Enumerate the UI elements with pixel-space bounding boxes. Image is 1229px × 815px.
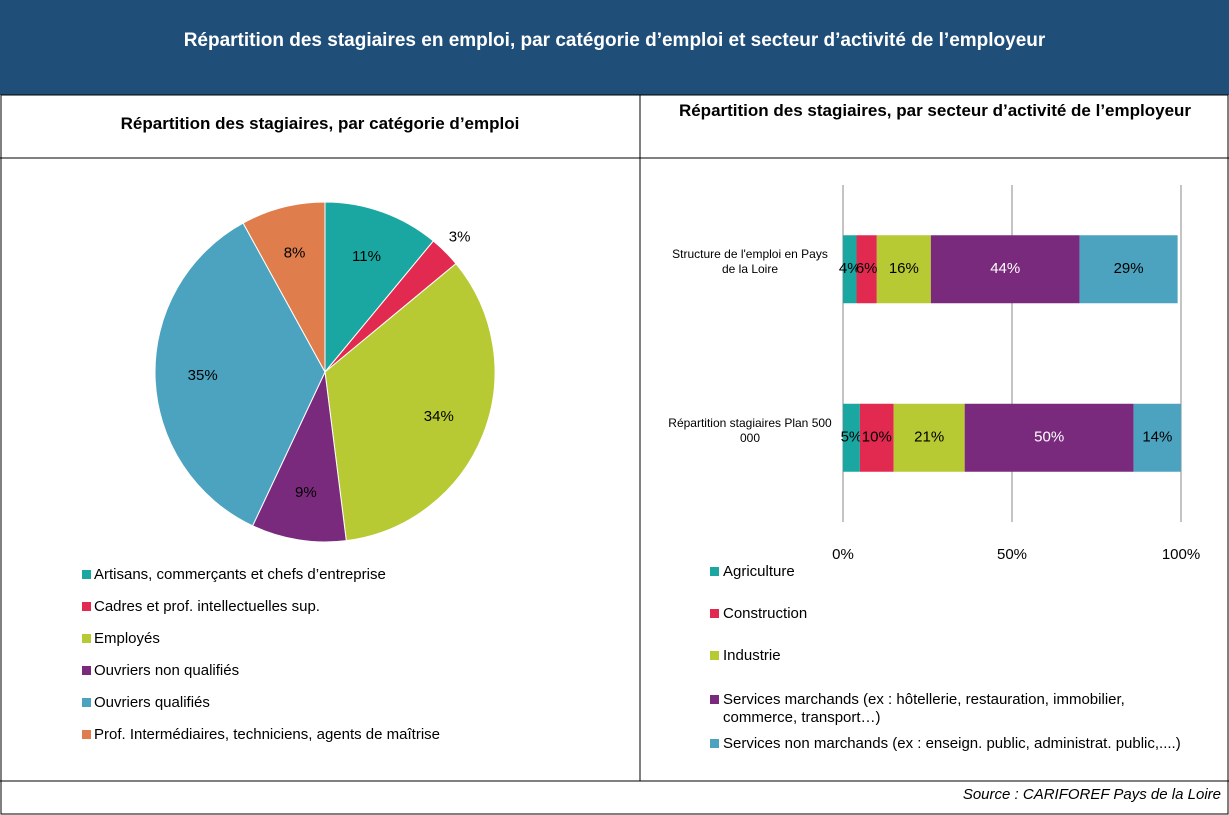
bar-segment	[1133, 403, 1181, 472]
legend-swatch	[82, 602, 91, 611]
y-tick-label: Structure de l'emploi en Pays de la Loir…	[672, 247, 828, 277]
data-label: 35%	[188, 367, 218, 384]
bar-segment	[964, 403, 1134, 472]
legend-swatch	[82, 698, 91, 707]
data-label: 34%	[424, 408, 454, 425]
data-label: 16%	[889, 260, 919, 277]
legend-swatch	[82, 570, 91, 579]
legend-swatch	[82, 634, 91, 643]
table-border	[0, 94, 1229, 815]
data-label: 10%	[862, 429, 892, 446]
legend-label: Prof. Intermédiaires, techniciens, agent…	[94, 726, 440, 743]
x-tick-label: 0%	[832, 546, 854, 563]
bar-segment	[859, 403, 894, 472]
data-label: 50%	[1034, 429, 1064, 446]
bar-segment	[1079, 235, 1178, 304]
data-label: 5%	[841, 429, 863, 446]
pie-slice	[242, 201, 326, 373]
bar-segment	[930, 235, 1080, 304]
bar-segment	[843, 235, 857, 304]
x-tick-label: 50%	[997, 546, 1027, 563]
legend-label: Construction	[723, 605, 808, 622]
legend-label: Ouvriers non qualifiés	[94, 662, 239, 679]
data-label: 8%	[284, 244, 306, 261]
pie-slice	[154, 222, 326, 527]
legend-label: Services marchands (ex : hôtellerie, res…	[723, 691, 1125, 726]
data-label: 3%	[449, 228, 471, 245]
legend-swatch	[710, 651, 719, 660]
data-label: 14%	[1142, 429, 1172, 446]
bar-segment	[893, 403, 965, 472]
legend-swatch	[710, 695, 719, 704]
data-label: 29%	[1114, 260, 1144, 277]
legend-label: Industrie	[723, 647, 781, 664]
chart-title: Répartition des stagiaires, par secteur …	[678, 101, 1192, 120]
data-label: 11%	[352, 248, 381, 265]
bar-segment	[843, 403, 860, 472]
legend-swatch	[82, 730, 91, 739]
chart-title: Répartition des stagiaires, par catégori…	[120, 114, 520, 133]
legend-label: Cadres et prof. intellectuelles sup.	[94, 598, 320, 615]
legend-label: Employés	[94, 630, 160, 647]
data-label: 4%	[839, 260, 861, 277]
header-band	[0, 0, 1229, 95]
x-tick-label: 100%	[1162, 546, 1200, 563]
data-label: 44%	[990, 260, 1020, 277]
pie-slice	[324, 201, 435, 374]
legend-swatch	[82, 666, 91, 675]
legend-swatch	[710, 739, 719, 748]
pie-slice	[251, 370, 347, 543]
legend-label: Agriculture	[723, 563, 795, 580]
data-label: 21%	[914, 429, 944, 446]
pie-slice	[324, 262, 496, 542]
data-label: 9%	[295, 484, 317, 501]
bar-segment	[856, 235, 877, 304]
legend-swatch	[710, 609, 719, 618]
legend-label: Ouvriers qualifiés	[94, 694, 210, 711]
bar-segment	[876, 235, 931, 304]
data-label: 6%	[856, 260, 878, 277]
y-tick-label: Répartition stagiaires Plan 500 000	[668, 415, 832, 445]
source-note: Source : CARIFOREF Pays de la Loire	[962, 786, 1221, 803]
page-title: Répartition des stagiaires en emploi, pa…	[183, 30, 1046, 51]
legend-label: Artisans, commerçants et chefs d’entrepr…	[94, 566, 386, 583]
legend-swatch	[710, 567, 719, 576]
legend-label: Services non marchands (ex : enseign. pu…	[723, 735, 1181, 752]
